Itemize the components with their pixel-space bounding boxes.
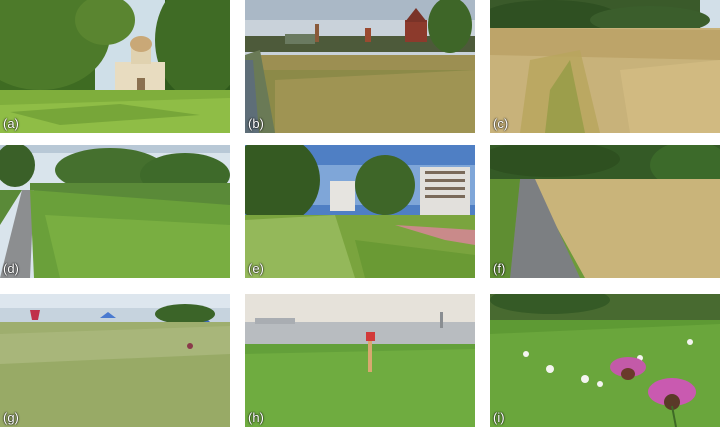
panel-label: (h) bbox=[248, 410, 264, 425]
photo-panel-i: (i) bbox=[490, 294, 720, 427]
photo-panel-a: (a) bbox=[0, 0, 230, 133]
panel-label: (b) bbox=[248, 116, 264, 131]
photo-panel-g: (g) bbox=[0, 294, 230, 427]
photo-field-post bbox=[245, 294, 475, 427]
photo-panel-e: (e) bbox=[245, 145, 475, 278]
photo-reeds-skyline bbox=[245, 0, 475, 133]
photo-path-embankment bbox=[0, 145, 230, 278]
panel-label: (e) bbox=[248, 261, 264, 276]
photo-panel-h: (h) bbox=[245, 294, 475, 427]
panel-label: (i) bbox=[493, 410, 505, 425]
photo-dry-meadow bbox=[490, 0, 720, 133]
panel-label: (d) bbox=[3, 261, 19, 276]
photo-panel-f: (f) bbox=[490, 145, 720, 278]
photo-park-apartments bbox=[245, 145, 475, 278]
photo-path-meadow bbox=[490, 145, 720, 278]
photo-lawn-pavilion bbox=[0, 0, 230, 133]
panel-label: (g) bbox=[3, 410, 19, 425]
panel-label: (c) bbox=[493, 116, 509, 131]
photo-panel-c: (c) bbox=[490, 0, 720, 133]
panel-label: (f) bbox=[493, 261, 506, 276]
photo-wildflowers-closeup bbox=[490, 294, 720, 427]
panel-label: (a) bbox=[3, 116, 19, 131]
photo-meadow-tents bbox=[0, 294, 230, 427]
photo-panel-d: (d) bbox=[0, 145, 230, 278]
photo-panel-b: (b) bbox=[245, 0, 475, 133]
